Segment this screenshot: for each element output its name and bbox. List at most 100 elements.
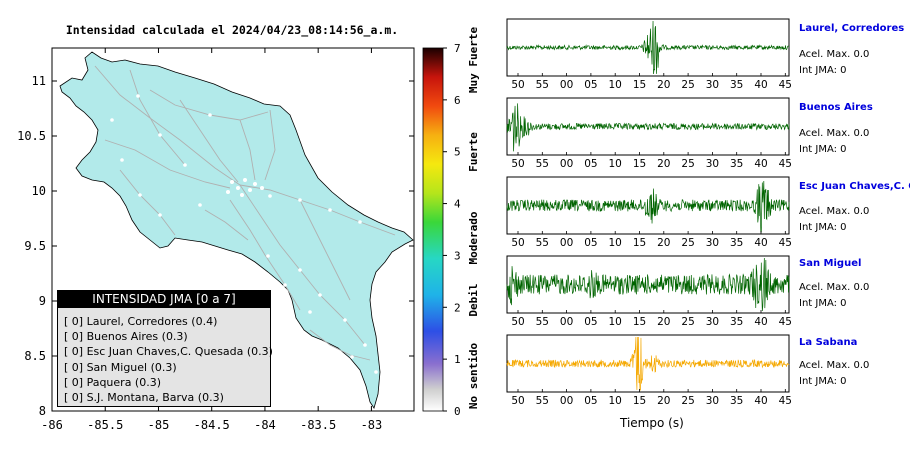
- waveform-trace: [506, 103, 790, 152]
- time-tick-label: 15: [633, 316, 646, 328]
- time-tick-label: 10: [609, 237, 622, 249]
- time-tick-label: 45: [779, 79, 792, 91]
- legend-item: [ 0] Esc Juan Chaves,C. Quesada (0.3): [64, 345, 273, 359]
- time-tick-label: 15: [633, 79, 646, 91]
- time-tick-label: 05: [584, 237, 597, 249]
- station-title: La Sabana: [799, 337, 858, 348]
- time-tick-label: 00: [560, 395, 573, 407]
- station-acceleration: Acel. Max. 0.0: [799, 49, 870, 60]
- time-tick-label: 25: [681, 79, 694, 91]
- waveform-panel: 50 55 00 05 10 15 20 25 30 35 40 45: [506, 97, 792, 170]
- time-tick-label: 15: [633, 395, 646, 407]
- time-tick-label: 35: [730, 158, 743, 170]
- station-title: Buenos Aires: [799, 102, 873, 113]
- intensity-legend: INTENSIDAD JMA [0 a 7] [ 0] Laurel, Corr…: [57, 290, 273, 407]
- time-tick-label: 40: [754, 316, 767, 328]
- time-tick-label: 40: [754, 158, 767, 170]
- waveform-frame: [506, 97, 790, 156]
- legend-item: [ 0] Paquera (0.3): [64, 375, 162, 389]
- time-tick-label: 20: [657, 79, 670, 91]
- x-tick-label: -85: [148, 418, 170, 432]
- time-tick-label: 35: [730, 395, 743, 407]
- time-axis-label: Tiempo (s): [620, 416, 684, 430]
- time-tick-label: 30: [706, 316, 719, 328]
- time-tick-label: 05: [584, 316, 597, 328]
- colorbar: [422, 47, 444, 412]
- time-tick-label: 00: [560, 316, 573, 328]
- station-intensity: Int JMA: 0: [799, 376, 847, 387]
- time-tick-label: 05: [584, 158, 597, 170]
- colorbar-category-label: Moderado: [467, 211, 480, 264]
- time-tick-label: 45: [779, 395, 792, 407]
- time-tick-label: 40: [754, 395, 767, 407]
- time-tick-label: 25: [681, 158, 694, 170]
- time-tick-label: 20: [657, 316, 670, 328]
- x-tick-label: -84.5: [194, 418, 230, 432]
- time-tick-label: 10: [609, 158, 622, 170]
- time-tick-label: 10: [609, 316, 622, 328]
- time-tick-label: 35: [730, 237, 743, 249]
- colorbar-axes: 0 1 2 3 4 5 6 7 Muy Fuerte Fuerte Moderado Debil No …: [443, 27, 480, 418]
- legend-item: [ 0] Buenos Aires (0.3): [64, 330, 188, 344]
- x-tick-label: -83: [361, 418, 383, 432]
- time-tick-label: 55: [536, 158, 549, 170]
- time-tick-label: 20: [657, 158, 670, 170]
- station-acceleration: Acel. Max. 0.0: [799, 360, 870, 371]
- colorbar-tick-label: 2: [454, 301, 461, 314]
- station-title: San Miguel: [799, 258, 862, 269]
- waveform-trace: [506, 336, 790, 391]
- time-tick-label: 40: [754, 79, 767, 91]
- time-tick-label: 10: [609, 79, 622, 91]
- colorbar-tick-label: 7: [454, 42, 461, 55]
- colorbar-tick-label: 6: [454, 94, 461, 107]
- time-tick-label: 15: [633, 158, 646, 170]
- waveform-trace: [506, 20, 790, 75]
- waveform-trace: [506, 257, 790, 312]
- y-tick-label: 8: [39, 404, 46, 418]
- x-tick-label: -84: [254, 418, 276, 432]
- station-intensity: Int JMA: 0: [799, 144, 847, 155]
- legend-header: INTENSIDAD JMA [0 a 7]: [58, 291, 270, 308]
- time-tick-label: 30: [706, 158, 719, 170]
- legend-item: [ 0] San Miguel (0.3): [64, 360, 177, 374]
- y-tick-label: 9.5: [24, 239, 46, 253]
- map-title: Intensidad calculada el 2024/04/23_08:14…: [66, 23, 398, 38]
- time-tick-label: 25: [681, 316, 694, 328]
- waveform-panel: 50 55 00 05 10 15 20 25 30 35 40 45: [506, 255, 792, 328]
- time-tick-label: 50: [511, 79, 524, 91]
- station-intensity: Int JMA: 0: [799, 298, 847, 309]
- y-tick-label: 10.5: [17, 129, 46, 143]
- colorbar-tick-label: 1: [454, 353, 461, 366]
- time-tick-label: 50: [511, 395, 524, 407]
- time-tick-label: 50: [511, 316, 524, 328]
- colorbar-category-label: Debil: [467, 283, 480, 316]
- colorbar-category-label: No sentido: [467, 343, 480, 410]
- x-tick-label: -85.5: [87, 418, 123, 432]
- station-markers: [110, 94, 378, 374]
- time-tick-label: 15: [633, 237, 646, 249]
- time-tick-label: 55: [536, 79, 549, 91]
- y-tick-label: 9: [39, 294, 46, 308]
- x-tick-label: -86: [41, 418, 63, 432]
- colorbar-tick-label: 4: [454, 198, 461, 211]
- colorbar-category-label: Fuerte: [467, 132, 480, 172]
- legend-item: [ 0] S.J. Montana, Barva (0.3): [64, 390, 224, 404]
- waveform-panels: 50 55 00 05 10 15 20 25 30 35 40 45 50 55 00 05 10 15 20 25…: [506, 18, 792, 407]
- x-tick-label: -83.5: [300, 418, 336, 432]
- station-acceleration: Acel. Max. 0.0: [799, 128, 870, 139]
- time-tick-label: 00: [560, 79, 573, 91]
- time-tick-label: 50: [511, 237, 524, 249]
- colorbar-category-label: Muy Fuerte: [467, 27, 480, 94]
- time-tick-label: 00: [560, 237, 573, 249]
- time-tick-label: 30: [706, 237, 719, 249]
- time-tick-label: 55: [536, 395, 549, 407]
- time-tick-label: 05: [584, 395, 597, 407]
- time-tick-label: 05: [584, 79, 597, 91]
- legend-item: [ 0] Laurel, Corredores (0.4): [64, 315, 218, 328]
- time-tick-label: 35: [730, 79, 743, 91]
- waveform-panel: 50 55 00 05 10 15 20 25 30 35 40 45: [506, 18, 792, 91]
- waveform-panel: 50 55 00 05 10 15 20 25 30 35 40 45: [506, 334, 792, 407]
- station-title: Esc Juan Chaves,C. Qu: [799, 181, 910, 192]
- time-tick-label: 30: [706, 395, 719, 407]
- legend-list: [ 0] Laurel, Corredores (0.4) [ 0] Bueno…: [58, 308, 273, 405]
